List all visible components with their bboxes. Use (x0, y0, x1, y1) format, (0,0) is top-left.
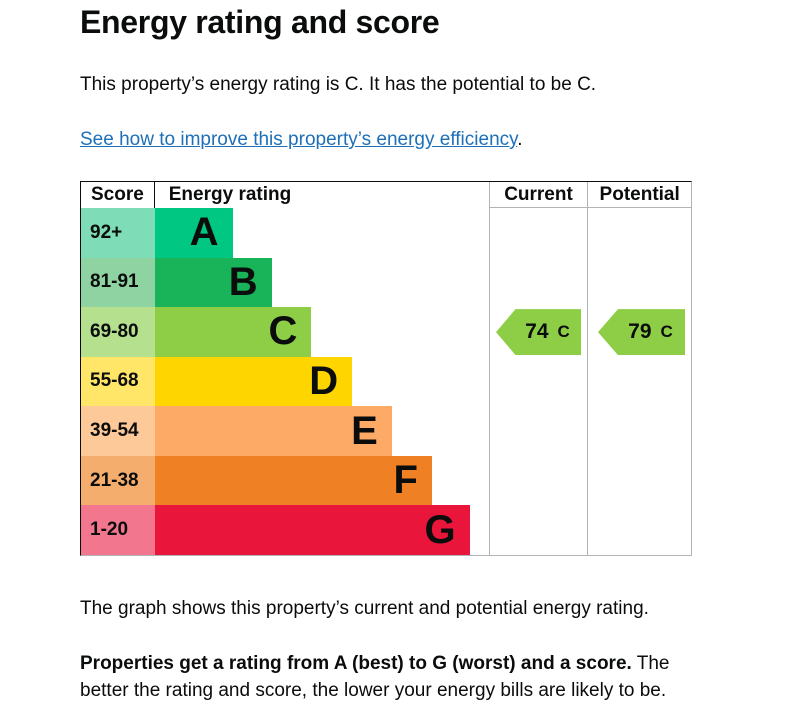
band-bar-track: B (154, 257, 489, 308)
improve-efficiency-link[interactable]: See how to improve this property’s energ… (80, 129, 518, 150)
header-potential: Potential (587, 182, 691, 208)
current-rating-letter: C (557, 322, 570, 342)
band-bar-track: G (154, 505, 489, 555)
epc-band-row: 55-68 D (81, 356, 691, 407)
band-bar: F (154, 455, 432, 506)
page-title: Energy rating and score (80, 4, 440, 40)
epc-chart: Score Energy rating Current Potential 92… (80, 181, 692, 556)
rating-explainer: Properties get a rating from A (best) to… (80, 650, 684, 704)
current-column-cell (488, 356, 588, 407)
current-column-cell (488, 455, 588, 506)
band-bar: C (154, 307, 312, 357)
band-bar: B (154, 257, 272, 308)
potential-column-cell (587, 208, 691, 258)
band-bar-track: F (154, 455, 489, 506)
potential-column-cell (587, 307, 691, 357)
header-score: Score (81, 182, 155, 208)
epc-header-row: Score Energy rating Current Potential (81, 182, 691, 208)
epc-band-row: 92+ A (81, 208, 691, 258)
band-score-cell: 81-91 (81, 257, 155, 308)
explainer-rest: The better the rating and score, the low… (80, 653, 670, 701)
potential-column-cell (587, 505, 691, 555)
current-column-cell (488, 307, 588, 357)
band-bar-track: A (154, 208, 489, 258)
band-bar: A (154, 208, 233, 258)
intro-text: This property’s energy rating is C. It h… (80, 74, 597, 95)
epc-band-row: 39-54 E (81, 406, 691, 456)
improve-link-row: See how to improve this property’s energ… (80, 127, 770, 152)
band-bar: E (154, 406, 392, 456)
band-bar-track: E (154, 406, 489, 456)
band-score-cell: 21-38 (81, 455, 155, 506)
header-current: Current (488, 182, 588, 208)
current-column-cell (488, 406, 588, 456)
epc-band-row: 1-20 G (81, 505, 691, 555)
potential-score-value: 79 (628, 320, 652, 344)
band-score-cell: 39-54 (81, 406, 155, 456)
band-bar: G (154, 505, 470, 555)
band-bar-track: C (154, 307, 489, 357)
band-score-cell: 1-20 (81, 505, 155, 555)
band-score-cell: 92+ (81, 208, 155, 258)
potential-column-cell (587, 406, 691, 456)
potential-column-cell (587, 455, 691, 506)
epc-band-row: 21-38 F (81, 455, 691, 506)
potential-column-cell (587, 257, 691, 308)
explainer-bold: Properties get a rating from A (best) to… (80, 653, 632, 674)
band-score-cell: 55-68 (81, 356, 155, 407)
current-column-cell (488, 208, 588, 258)
header-energy-rating: Energy rating (168, 184, 292, 205)
band-score-cell: 69-80 (81, 307, 155, 357)
graph-caption: The graph shows this property’s current … (80, 598, 649, 619)
potential-rating-letter: C (660, 322, 673, 342)
link-suffix: . (517, 129, 523, 150)
band-bar: D (154, 356, 353, 407)
potential-column-cell (587, 356, 691, 407)
current-arrow: 74 C (496, 309, 581, 356)
current-score-value: 74 (525, 320, 549, 344)
current-column-cell (488, 257, 588, 308)
epc-band-row: 69-80 C (81, 307, 691, 357)
potential-arrow: 79 C (598, 309, 685, 356)
epc-band-row: 81-91 B (81, 257, 691, 308)
current-column-cell (488, 505, 588, 555)
epc-body: 92+ A 81-91 B 69-80 C 55-68 D (81, 208, 691, 555)
band-bar-track: D (154, 356, 489, 407)
